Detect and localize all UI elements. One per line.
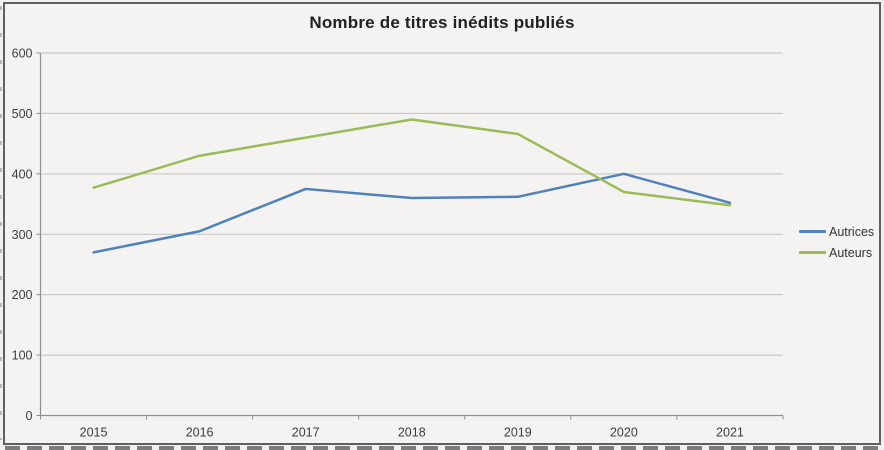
legend-line-swatch-auteurs (799, 251, 826, 254)
page-edge-dashes-bottom (5, 446, 882, 450)
page-edge-dashes-left (0, 6, 2, 440)
legend-item-autrices: Autrices (799, 221, 874, 242)
legend-label-auteurs: Auteurs (829, 245, 873, 260)
legend-item-auteurs: Auteurs (799, 242, 874, 263)
chart-title: Nombre de titres inédits publiés (309, 13, 575, 32)
legend: Autrices Auteurs (799, 221, 874, 263)
chart-frame: Nombre de titres inédits publiés (3, 2, 881, 445)
legend-label-autrices: Autrices (829, 224, 875, 239)
legend-line-swatch-autrices (799, 230, 826, 233)
